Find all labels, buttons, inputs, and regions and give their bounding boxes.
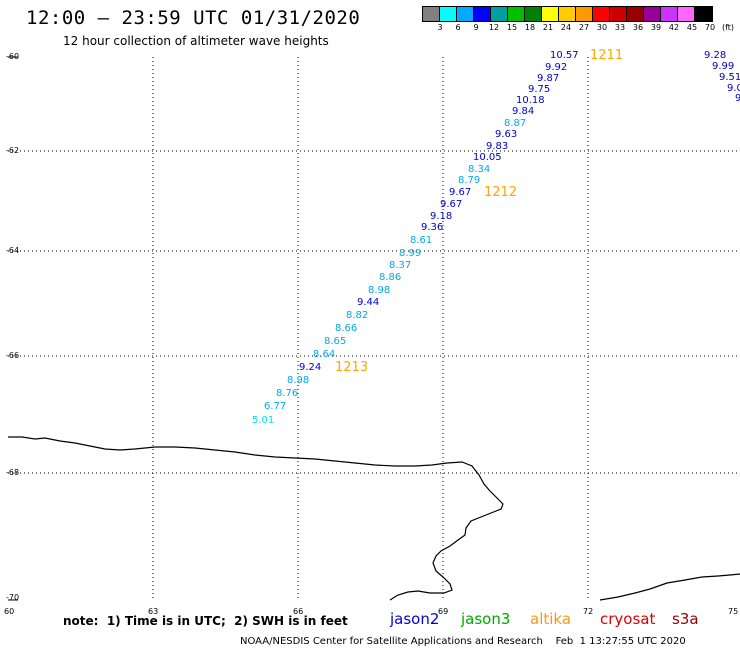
- swh-observation: 8.64: [313, 349, 336, 360]
- swh-observation: 8.87: [504, 118, 527, 129]
- swh-observation: 9.83: [486, 141, 509, 152]
- scale-swatch: [491, 7, 508, 21]
- scale-label: 18: [524, 23, 536, 32]
- swh-observation: 9.24: [299, 362, 322, 373]
- swh-observation: 9.75: [528, 84, 551, 95]
- scale-swatch: [627, 7, 644, 21]
- scale-label: 42: [668, 23, 680, 32]
- swh-observation: 8.98: [287, 375, 310, 386]
- scale-label: 45: [686, 23, 698, 32]
- swh-observation: 8.61: [410, 235, 433, 246]
- lon-label-72: 72: [583, 607, 594, 616]
- legend-cryosat: cryosat: [600, 610, 656, 628]
- swh-observation: 8.65: [324, 336, 347, 347]
- scale-swatch: [525, 7, 542, 21]
- scale-label: 33: [614, 23, 626, 32]
- lat-label-62: -62: [6, 146, 20, 155]
- wave-height-color-scale: [422, 6, 713, 22]
- pass-number-label: 1212: [484, 185, 518, 200]
- scale-label: 9: [473, 23, 479, 32]
- units-note: note: 1) Time is in UTC; 2) SWH is in fe…: [63, 614, 348, 628]
- scale-swatch: [474, 7, 491, 21]
- scale-swatch: [440, 7, 457, 21]
- swh-observation: 9.87: [537, 73, 560, 84]
- scale-swatch: [423, 7, 440, 21]
- swh-observation: 8.82: [346, 310, 369, 321]
- swh-observation: 8.86: [379, 272, 402, 283]
- scale-swatch: [457, 7, 474, 21]
- scale-label: 3: [437, 23, 443, 32]
- scale-label: (ft): [721, 23, 735, 32]
- swh-observation: 6.77: [264, 401, 287, 412]
- swh-observation: 9.28: [704, 50, 727, 61]
- scale-swatch: [508, 7, 525, 21]
- scale-label: 39: [650, 23, 662, 32]
- swh-observation: 9.84: [512, 106, 535, 117]
- swh-observation: 8.34: [468, 164, 491, 175]
- antarctic-coastline: [8, 436, 504, 601]
- scale-swatch: [542, 7, 559, 21]
- legend-jason3: jason3: [461, 610, 511, 628]
- lon-label-66: 66: [293, 607, 304, 616]
- lon-label-75: 75: [728, 607, 739, 616]
- swh-observation: 10.05: [473, 152, 502, 163]
- swh-observation: 8.37: [389, 260, 412, 271]
- swh-observation: 9.18: [430, 211, 453, 222]
- swh-observation: 9.92: [545, 62, 568, 73]
- scale-label: 12: [488, 23, 500, 32]
- legend-jason2: jason2: [390, 610, 440, 628]
- swh-observation: 8.76: [276, 388, 299, 399]
- credit-line: NOAA/NESDIS Center for Satellite Applica…: [240, 636, 686, 647]
- swh-observation: 9: [735, 93, 740, 104]
- lon-label-63: 63: [148, 607, 159, 616]
- swh-observation: 10.18: [516, 95, 545, 106]
- scale-label: 70: [704, 23, 716, 32]
- scale-label: 36: [632, 23, 644, 32]
- swh-observation: 9.99: [712, 61, 735, 72]
- scale-swatch: [576, 7, 593, 21]
- pass-number-label: 1213: [335, 360, 369, 375]
- swh-observation: 9.67: [449, 187, 472, 198]
- lat-label-60: -60: [6, 52, 20, 61]
- swh-observation: 9.36: [421, 222, 444, 233]
- swh-observation: 5.01: [252, 415, 275, 426]
- scale-swatch: [593, 7, 610, 21]
- map-title: 12:00 — 23:59 UTC 01/31/2020: [26, 7, 361, 29]
- swh-observation: 8.99: [399, 248, 422, 259]
- lon-label-60: 60: [4, 607, 15, 616]
- lat-label-64: -64: [6, 246, 20, 255]
- swh-observation: 9.63: [495, 129, 518, 140]
- scale-swatch: [678, 7, 695, 21]
- swh-observation: 8.66: [335, 323, 358, 334]
- legend-altika: altika: [530, 610, 572, 628]
- scale-swatch: [610, 7, 627, 21]
- swh-observation: 9.51: [719, 72, 740, 83]
- scale-label: 6: [455, 23, 461, 32]
- scale-swatch: [661, 7, 678, 21]
- lon-label-69: 69: [438, 607, 449, 616]
- swh-observation: 8.98: [368, 285, 391, 296]
- scale-label: 30: [596, 23, 608, 32]
- swh-observation: 9.44: [357, 297, 380, 308]
- map-subtitle: 12 hour collection of altimeter wave hei…: [63, 34, 329, 48]
- swh-observation: 8.79: [458, 175, 481, 186]
- scale-swatch: [644, 7, 661, 21]
- scale-label: 21: [542, 23, 554, 32]
- lat-label-66: -66: [6, 351, 20, 360]
- lat-label-70: -70: [6, 593, 20, 602]
- scale-label: 24: [560, 23, 572, 32]
- swh-observation: 9.0: [727, 83, 740, 94]
- scale-swatch: [559, 7, 576, 21]
- swh-observation: 10.57: [550, 50, 579, 61]
- pass-number-label: 1211: [590, 48, 624, 63]
- scale-label: 27: [578, 23, 590, 32]
- lat-label-68: -68: [6, 468, 20, 477]
- swh-observation: 9.67: [440, 199, 463, 210]
- scale-swatch: [695, 7, 712, 21]
- legend-s3a: s3a: [672, 610, 699, 628]
- coastline-east-segment: [599, 573, 740, 601]
- scale-label: 15: [506, 23, 518, 32]
